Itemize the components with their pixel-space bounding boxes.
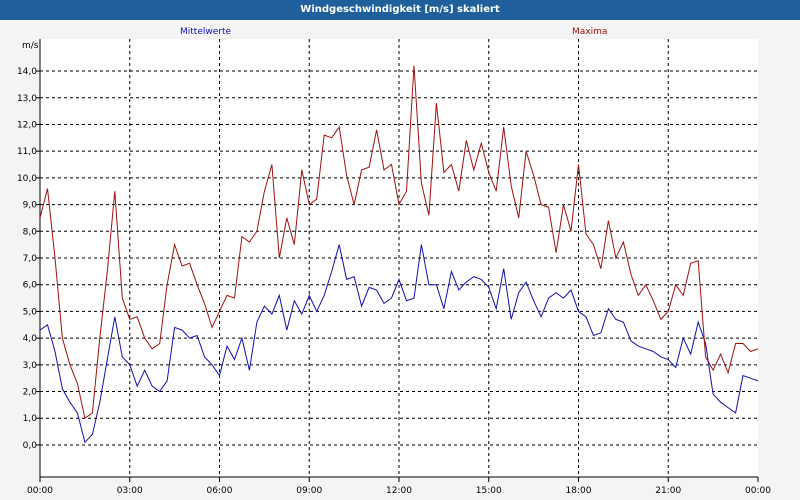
grid: [40, 39, 758, 477]
y-tick-label: 3,0: [23, 361, 38, 371]
x-tick-time-label: 12:00: [386, 486, 412, 496]
y-tick-label: 0,0: [23, 441, 38, 451]
y-tick-label: 13,0: [17, 94, 37, 104]
y-tick-label: 4,0: [23, 334, 38, 344]
window-title: Windgeschwindigkeit [m/s] skaliert: [0, 0, 800, 20]
y-tick-label: 6,0: [23, 281, 38, 291]
y-axis-unit-label: m/s: [22, 41, 39, 51]
y-tick-label: 11,0: [17, 147, 37, 157]
series-line-mittelwerte: [39, 244, 759, 444]
y-tick-label: 1,0: [23, 414, 38, 424]
x-tick-time-label: 00:00: [745, 486, 771, 496]
wind-speed-chart: 0,0 1,0 2,0 3,0 4,0 5,0 6,0 7,0 8,0 9,0 10,0 11,0 12…: [17, 27, 771, 496]
y-tick-label: 7,0: [23, 254, 38, 264]
series-line-maxima: [39, 65, 759, 420]
x-tick-labels: 00:0029.07.2103:0029.07.2106:0029.07.210…: [27, 477, 771, 496]
y-tick-label: 2,0: [23, 388, 38, 398]
legend-mean-label: Mittelwerte: [180, 27, 231, 37]
legend-max-label: Maxima: [572, 27, 607, 37]
x-tick-time-label: 18:00: [566, 486, 592, 496]
x-tick-time-label: 15:00: [476, 486, 502, 496]
x-tick-time-label: 09:00: [296, 486, 322, 496]
series: [39, 65, 759, 444]
x-tick-time-label: 21:00: [655, 486, 681, 496]
x-tick-time-label: 00:00: [27, 486, 53, 496]
x-tick-time-label: 06:00: [207, 486, 233, 496]
y-tick-labels: 0,0 1,0 2,0 3,0 4,0 5,0 6,0 7,0 8,0 9,0 10,0 11,0 12…: [17, 67, 40, 451]
y-tick-label: 9,0: [23, 201, 38, 211]
y-tick-label: 5,0: [23, 307, 38, 317]
y-tick-label: 8,0: [23, 227, 38, 237]
y-tick-label: 14,0: [17, 67, 37, 77]
y-tick-label: 12,0: [17, 120, 37, 130]
x-tick-time-label: 03:00: [117, 486, 143, 496]
y-tick-label: 10,0: [17, 174, 37, 184]
